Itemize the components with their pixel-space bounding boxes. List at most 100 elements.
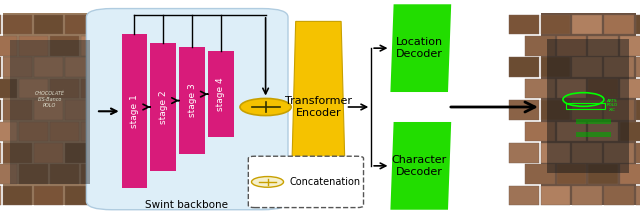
Bar <box>588 164 618 184</box>
Bar <box>0 122 17 141</box>
Bar <box>0 186 1 205</box>
Bar <box>604 143 634 163</box>
Bar <box>3 13 96 205</box>
Bar <box>50 122 79 141</box>
Bar <box>34 15 63 34</box>
Bar <box>3 186 32 205</box>
Bar <box>65 186 94 205</box>
Bar <box>636 186 640 205</box>
Bar <box>572 100 602 120</box>
Polygon shape <box>390 122 451 210</box>
Bar <box>620 36 640 56</box>
Bar <box>96 57 125 77</box>
Circle shape <box>240 98 291 116</box>
Bar <box>557 122 586 141</box>
Bar <box>0 143 1 163</box>
Bar <box>111 122 141 141</box>
Bar <box>81 122 109 141</box>
Bar <box>3 15 32 34</box>
Bar <box>19 36 47 56</box>
Bar <box>620 164 640 184</box>
Bar <box>81 36 109 56</box>
Bar <box>509 100 539 120</box>
Bar <box>34 100 63 120</box>
Bar <box>96 186 125 205</box>
Bar <box>604 15 634 34</box>
Bar <box>3 57 32 77</box>
Bar <box>96 143 125 163</box>
Bar <box>179 47 205 154</box>
Bar <box>509 186 539 205</box>
Text: CHOCOLATÉ
EIS·Banco
POLO: CHOCOLATÉ EIS·Banco POLO <box>35 91 65 108</box>
Bar <box>0 57 1 77</box>
Bar <box>0 164 17 184</box>
Bar <box>3 143 32 163</box>
Text: ARTS
POLO
XIC: ARTS POLO XIC <box>606 99 618 111</box>
Text: Character
Decoder: Character Decoder <box>392 155 447 177</box>
Bar <box>636 143 640 163</box>
Bar <box>509 143 539 163</box>
Bar <box>96 15 125 34</box>
Bar <box>509 57 539 77</box>
Bar <box>604 57 634 77</box>
Bar <box>81 164 109 184</box>
Bar <box>50 79 79 98</box>
Bar <box>10 40 90 184</box>
Bar <box>81 79 109 98</box>
Bar <box>122 34 147 188</box>
Bar <box>0 79 17 98</box>
Bar <box>34 143 63 163</box>
Bar <box>0 15 1 34</box>
Bar <box>19 164 47 184</box>
Text: Concatenation: Concatenation <box>290 177 361 187</box>
Text: stage 1: stage 1 <box>130 94 139 128</box>
Bar <box>65 100 94 120</box>
Bar <box>34 186 63 205</box>
Bar <box>3 100 32 120</box>
Bar <box>50 36 79 56</box>
Bar <box>572 57 602 77</box>
FancyBboxPatch shape <box>86 9 288 210</box>
Bar <box>541 100 570 120</box>
Bar <box>636 100 640 120</box>
Bar <box>111 36 141 56</box>
Bar <box>620 79 640 98</box>
Bar <box>620 122 640 141</box>
Text: Transformer
Encoder: Transformer Encoder <box>285 96 352 118</box>
Polygon shape <box>390 4 451 92</box>
Text: stage 4: stage 4 <box>216 77 225 111</box>
Bar <box>525 79 555 98</box>
Bar <box>525 36 555 56</box>
Bar <box>65 143 94 163</box>
Bar <box>525 164 555 184</box>
Bar <box>111 164 141 184</box>
Bar <box>572 186 602 205</box>
Bar <box>208 51 234 137</box>
Bar <box>588 122 618 141</box>
Bar <box>541 13 636 205</box>
Bar <box>588 36 618 56</box>
Bar <box>572 143 602 163</box>
Bar <box>150 43 176 171</box>
Bar <box>65 57 94 77</box>
Text: Location
Decoder: Location Decoder <box>396 37 443 59</box>
Bar <box>572 15 602 34</box>
Bar <box>557 79 586 98</box>
Bar <box>636 57 640 77</box>
Text: Swint backbone: Swint backbone <box>145 200 228 210</box>
Bar <box>96 100 125 120</box>
Circle shape <box>252 177 284 187</box>
Bar <box>566 103 605 109</box>
Bar <box>65 15 94 34</box>
Polygon shape <box>291 21 346 193</box>
Text: stage 3: stage 3 <box>188 84 196 117</box>
Bar <box>541 186 570 205</box>
Bar <box>547 39 629 173</box>
Bar <box>34 57 63 77</box>
Bar <box>541 143 570 163</box>
Bar <box>19 79 47 98</box>
Bar <box>111 79 141 98</box>
Bar <box>541 15 570 34</box>
Bar <box>19 122 47 141</box>
Bar <box>557 164 586 184</box>
